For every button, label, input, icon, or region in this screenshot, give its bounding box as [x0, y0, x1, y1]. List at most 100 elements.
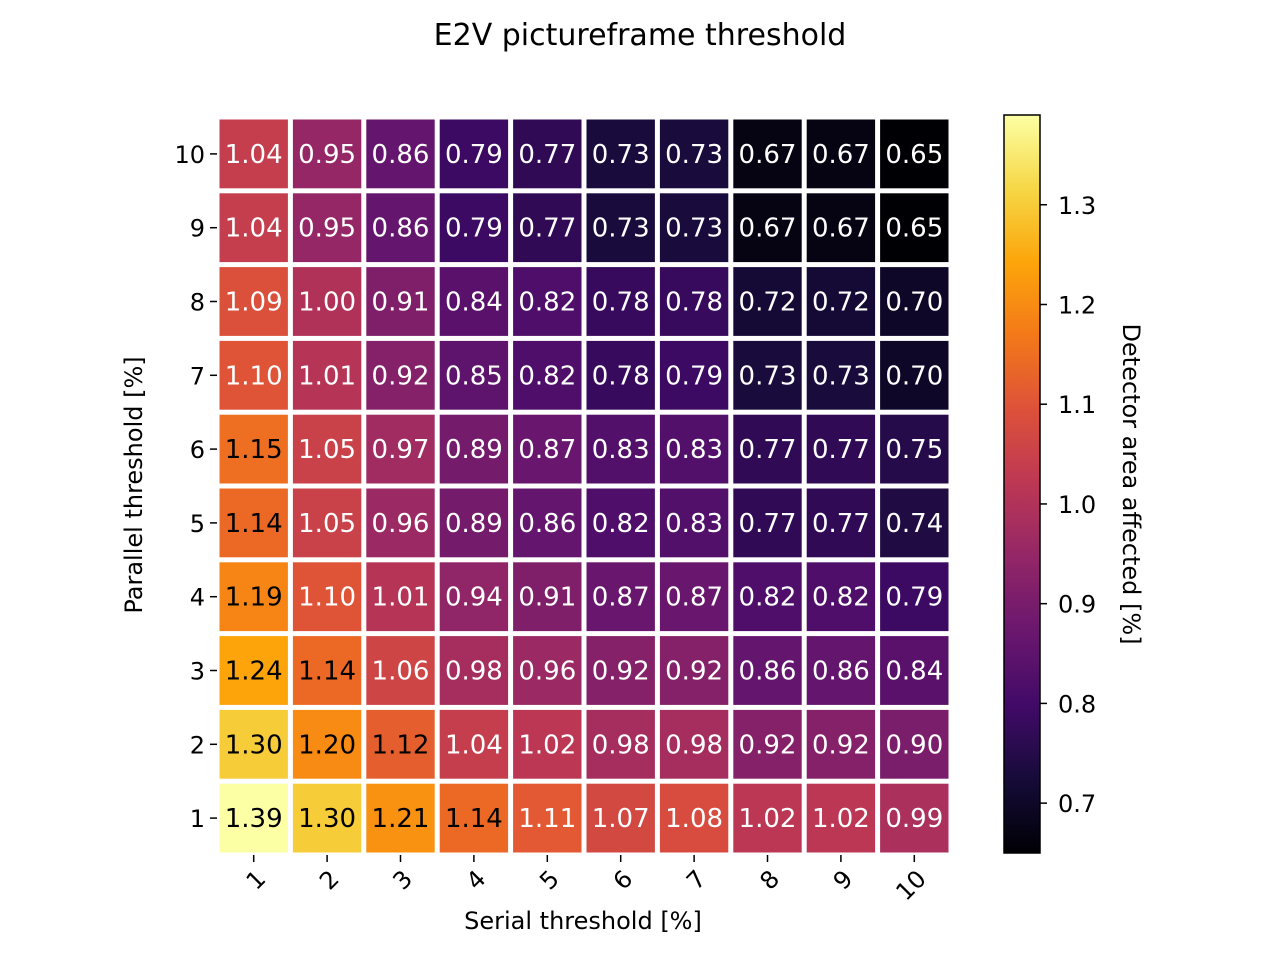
heatmap-cell: [513, 709, 582, 779]
heatmap-cell: [366, 709, 435, 779]
heatmap-cell: [513, 488, 582, 558]
heatmap-cell: [219, 340, 288, 410]
heatmap-cell: [880, 119, 949, 189]
colorbar-tick-label: 1.3: [1058, 192, 1096, 220]
cell-annotation: 1.11: [518, 804, 576, 834]
heatmap-cell: [659, 562, 729, 632]
heatmap-cell: [439, 119, 509, 189]
heatmap-cell: [586, 340, 655, 410]
heatmap-cell: [733, 783, 802, 853]
colorbar-tick-label: 1.1: [1058, 391, 1096, 419]
cell-annotation: 0.86: [812, 657, 870, 687]
heatmap-cell: [659, 709, 729, 779]
cell-annotation: 1.05: [298, 435, 356, 465]
cell-annotation: 0.77: [518, 140, 576, 170]
heatmap-cell: [659, 193, 729, 263]
heatmap-cell: [292, 414, 362, 484]
cell-annotation: 0.96: [518, 657, 576, 687]
heatmap-cell: [880, 783, 949, 853]
cell-annotation: 0.67: [739, 214, 797, 244]
y-tick-label: 8: [190, 289, 205, 317]
y-tick-label: 5: [190, 510, 205, 538]
cell-annotation: 0.78: [592, 288, 650, 318]
cell-annotation: 0.92: [372, 361, 430, 391]
x-tick-label: 10: [890, 865, 931, 906]
x-tick-label: 2: [314, 865, 345, 896]
colorbar-tick-label: 0.7: [1058, 790, 1096, 818]
cell-annotation: 0.82: [518, 288, 576, 318]
heatmap-cell: [733, 488, 802, 558]
heatmap-cell: [219, 267, 288, 336]
heatmap-cell: [659, 340, 729, 410]
heatmap-cell: [219, 709, 288, 779]
cell-annotations: 1.04 0.95 0.86 0.79 0.77 0.73 0.73 0.67 0.67 0.65…: [225, 140, 943, 834]
heatmap-cell: [880, 636, 949, 705]
heatmap-cell: [219, 119, 288, 189]
cell-annotation: 0.92: [665, 657, 723, 687]
x-tick-label: 9: [828, 865, 859, 896]
heatmap-cell: [366, 636, 435, 705]
x-tick-label: 8: [754, 865, 785, 896]
heatmap-cell: [292, 340, 362, 410]
heatmap-cell: [880, 414, 949, 484]
heatmap-cell: [586, 562, 655, 632]
cell-annotation: 1.39: [225, 804, 283, 834]
heatmap-cell: [513, 636, 582, 705]
heatmap-cell: [733, 414, 802, 484]
cell-annotation: 0.92: [812, 730, 870, 760]
cell-annotation: 1.10: [225, 361, 283, 391]
y-axis-ticks: 10 9 8 7 6 5 4 3 2 1: [174, 141, 217, 833]
heatmap-cell: [366, 340, 435, 410]
heatmap-cell: [880, 193, 949, 263]
cell-annotation: 1.14: [225, 509, 283, 539]
colorbar-ticks: 0.7 0.8 0.9 1.0 1.1 1.2 1.3: [1040, 192, 1096, 818]
heatmap-cell: [513, 414, 582, 484]
heatmap-cell: [513, 340, 582, 410]
cell-annotation: 0.84: [885, 657, 943, 687]
heatmap-cell: [659, 414, 729, 484]
cell-annotation: 0.89: [445, 509, 503, 539]
heatmap-cell: [219, 488, 288, 558]
cell-annotation: 0.96: [372, 509, 430, 539]
heatmap-cell: [292, 709, 362, 779]
colorbar-tick-label: 0.9: [1058, 591, 1096, 619]
heatmap-cell: [586, 193, 655, 263]
cell-annotation: 1.14: [445, 804, 503, 834]
heatmap-cell: [366, 488, 435, 558]
heatmap-cell: [366, 562, 435, 632]
y-tick-label: 2: [190, 731, 205, 759]
cell-annotation: 1.02: [518, 730, 576, 760]
heatmap-cell: [806, 119, 876, 189]
y-tick-label: 7: [190, 362, 205, 390]
chart-title: E2V pictureframe threshold: [434, 18, 847, 53]
cell-annotation: 0.70: [885, 288, 943, 318]
heatmap-cell: [586, 709, 655, 779]
heatmap-cell: [513, 193, 582, 263]
heatmap-cell: [586, 414, 655, 484]
x-tick-label: 7: [681, 865, 712, 896]
y-tick-label: 1: [190, 805, 205, 833]
heatmap-cell: [366, 119, 435, 189]
cell-annotation: 0.91: [372, 288, 430, 318]
x-axis-ticks: 1 2 3 4 5 6 7 8 9 10: [241, 855, 932, 906]
cell-annotation: 0.98: [445, 657, 503, 687]
cell-annotation: 1.14: [298, 657, 356, 687]
cell-annotation: 0.73: [592, 214, 650, 244]
cell-annotation: 1.07: [592, 804, 650, 834]
heatmap-cell: [586, 783, 655, 853]
cell-annotation: 1.06: [372, 657, 430, 687]
heatmap-cell: [733, 267, 802, 336]
cell-annotation: 1.24: [225, 657, 283, 687]
heatmap-cell: [219, 193, 288, 263]
heatmap-cell: [806, 636, 876, 705]
cell-annotation: 1.01: [372, 583, 430, 613]
heatmap-cell: [292, 562, 362, 632]
cell-annotation: 0.83: [665, 509, 723, 539]
cell-annotation: 0.77: [518, 214, 576, 244]
heatmap-cell: [806, 783, 876, 853]
cell-annotation: 1.30: [225, 730, 283, 760]
heatmap-cell: [880, 340, 949, 410]
heatmap-cell: [733, 119, 802, 189]
cell-annotation: 1.01: [298, 361, 356, 391]
cell-annotation: 0.83: [592, 435, 650, 465]
